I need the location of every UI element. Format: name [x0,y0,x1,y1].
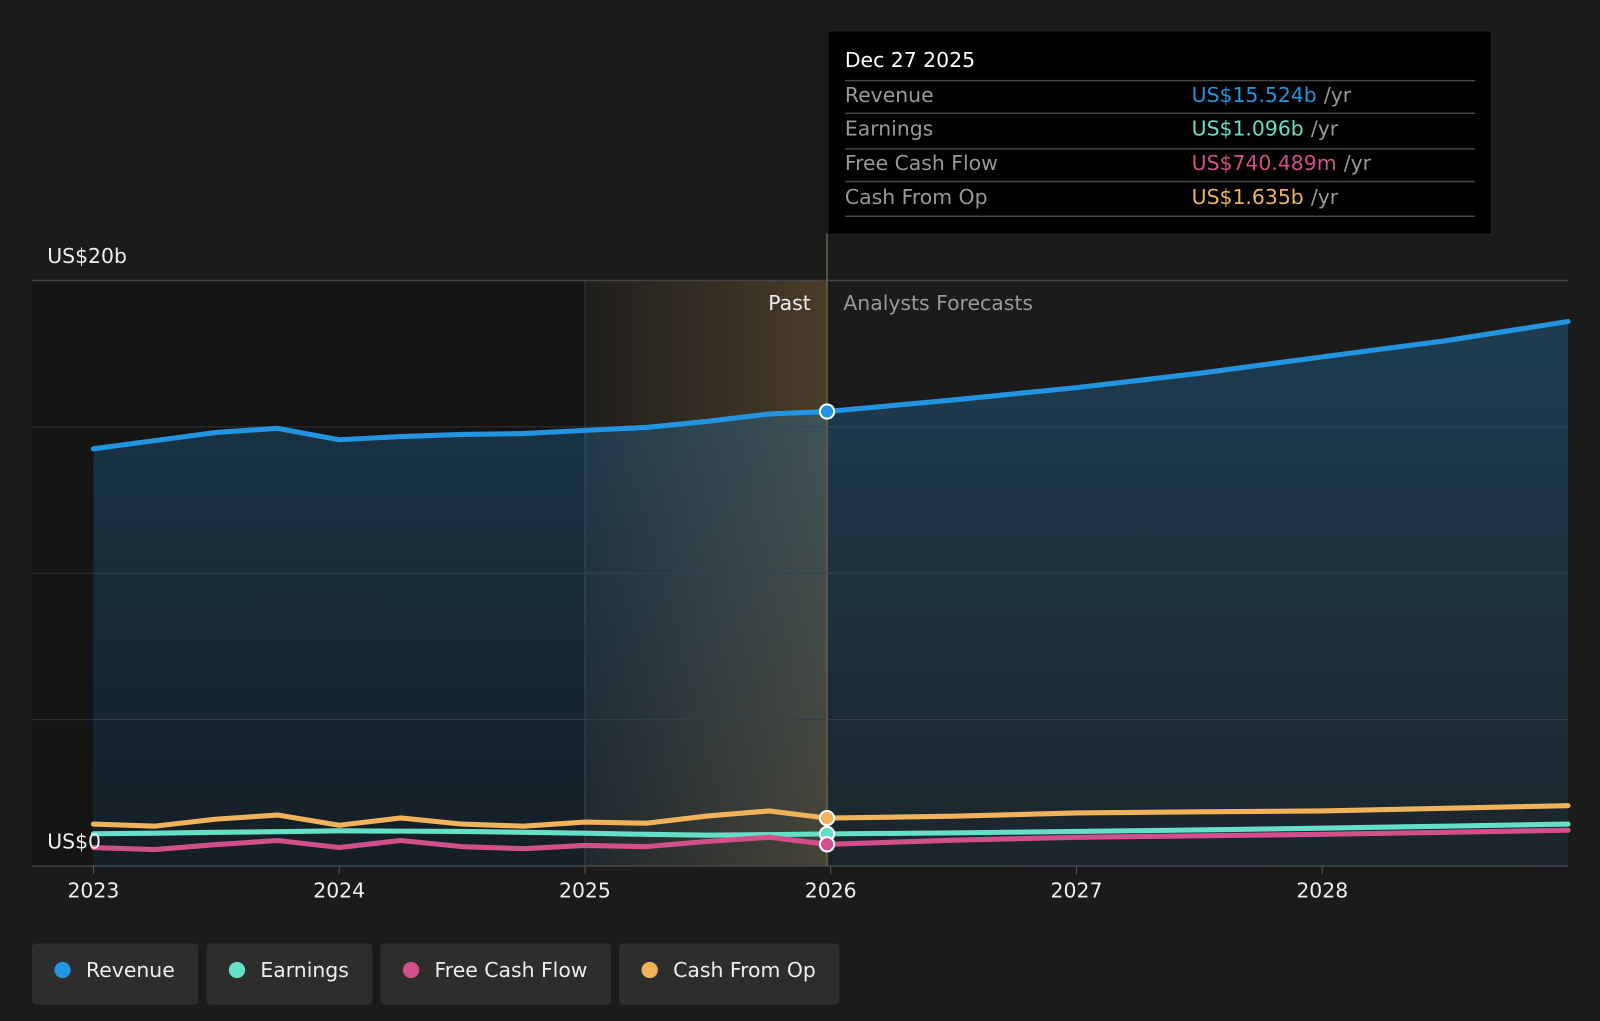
tooltip-amount: US$740.489m [1192,151,1337,175]
tooltip-date: Dec 27 2025 [845,48,975,72]
tooltip-box [828,31,1491,234]
tooltip-value: US$15.524b/yr [1192,83,1352,107]
x-tick-label: 2024 [313,878,365,902]
tooltip-name: Earnings [845,117,933,141]
tooltip-amount: US$15.524b [1192,83,1317,107]
x-tick-label: 2023 [67,878,119,902]
x-tick-label: 2027 [1051,878,1103,902]
current-marker [818,836,836,853]
revenue-area [93,321,1569,866]
legend-label: Free Cash Flow [435,958,588,982]
tooltip-amount: US$1.635b [1192,185,1304,209]
y-tick-label: US$0 [47,830,101,854]
series-line [90,827,1571,853]
series-line [90,318,1571,452]
legend-swatch [402,961,420,979]
x-tick-label: 2028 [1296,878,1348,902]
tooltip-unit: /yr [1311,117,1339,141]
tooltip-unit: /yr [1311,185,1339,209]
tooltip-value: US$740.489m/yr [1192,151,1372,175]
legend-button[interactable] [31,943,199,1005]
forecast-label: Analysts Forecasts [843,291,1033,315]
x-tick-label: 2025 [559,878,611,902]
legend-swatch [641,961,658,979]
legend-button[interactable] [619,943,840,1005]
current-marker [818,809,836,827]
tooltip-unit: /yr [1344,151,1372,175]
legend-label: Revenue [86,958,175,982]
current-marker [818,403,836,420]
legend-item[interactable]: Earnings [206,943,373,1005]
tooltip-amount: US$1.096b [1192,117,1304,141]
series-line [90,803,1571,829]
tooltip-name: Revenue [845,83,934,107]
legend-swatch [54,961,71,979]
legend-label: Earnings [260,958,348,982]
y-tick-label: US$20b [47,244,127,268]
legend-item[interactable]: Cash From Op [619,943,840,1005]
legend-swatch [228,961,246,979]
tooltip-value: US$1.096b/yr [1192,117,1339,141]
tooltip-unit: /yr [1324,83,1352,107]
legend-button[interactable] [206,943,373,1005]
past-label: Past [768,291,810,315]
tooltip-value: US$1.635b/yr [1192,185,1339,209]
x-tick-label: 2026 [805,878,857,902]
tooltip-name: Free Cash Flow [845,151,998,175]
legend-button[interactable] [380,943,611,1005]
series-line [90,821,1571,838]
legend-label: Cash From Op [673,958,816,982]
tooltip: Dec 27 2025 Revenue US$15.524b/yr Earnings U… [828,31,1491,234]
legend-item[interactable]: Free Cash Flow [380,943,611,1005]
legend-item[interactable]: Revenue [31,943,199,1005]
tooltip-name: Cash From Op [845,185,988,209]
